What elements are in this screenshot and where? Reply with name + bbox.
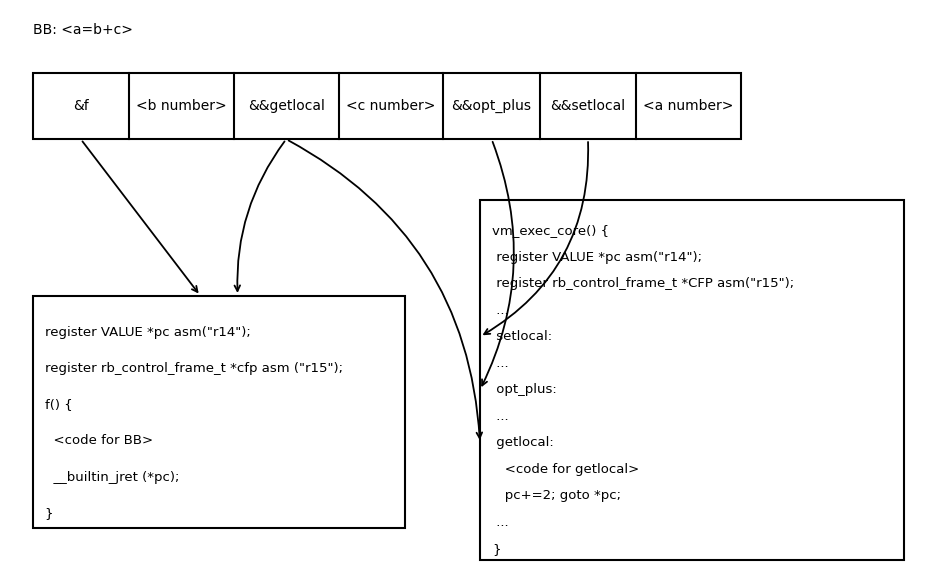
Text: &&setlocal: &&setlocal <box>551 99 625 113</box>
Text: <c number>: <c number> <box>347 99 436 113</box>
Text: vm_exec_core() {: vm_exec_core() { <box>492 224 610 237</box>
Text: opt_plus:: opt_plus: <box>492 383 556 396</box>
Bar <box>480 200 904 560</box>
Text: getlocal:: getlocal: <box>492 436 554 450</box>
Text: <code for BB>: <code for BB> <box>45 434 153 447</box>
Text: __builtin_jret (*pc);: __builtin_jret (*pc); <box>45 470 179 484</box>
Text: register VALUE *pc asm("r14");: register VALUE *pc asm("r14"); <box>45 325 251 339</box>
Text: register rb_control_frame_t *CFP asm("r15");: register rb_control_frame_t *CFP asm("r1… <box>492 277 794 290</box>
Text: pc+=2; goto *pc;: pc+=2; goto *pc; <box>492 490 621 502</box>
Text: ...: ... <box>492 516 509 529</box>
Text: ...: ... <box>492 410 509 423</box>
Text: ...: ... <box>492 304 509 317</box>
Text: <code for getlocal>: <code for getlocal> <box>492 463 639 476</box>
Text: f() {: f() { <box>45 398 73 411</box>
Text: <a number>: <a number> <box>643 99 733 113</box>
Text: &f: &f <box>73 99 89 113</box>
Text: &&getlocal: &&getlocal <box>248 99 324 113</box>
Text: }: } <box>492 542 500 556</box>
Bar <box>33 296 405 528</box>
Text: &&opt_plus: &&opt_plus <box>452 99 531 113</box>
Text: ...: ... <box>492 357 509 370</box>
Text: }: } <box>45 507 53 520</box>
Text: setlocal:: setlocal: <box>492 330 553 343</box>
Text: <b number>: <b number> <box>136 99 226 113</box>
Text: register VALUE *pc asm("r14");: register VALUE *pc asm("r14"); <box>492 251 702 263</box>
Text: BB: <a=b+c>: BB: <a=b+c> <box>33 23 132 37</box>
Bar <box>33 72 741 139</box>
Text: register rb_control_frame_t *cfp asm ("r15");: register rb_control_frame_t *cfp asm ("r… <box>45 362 343 375</box>
